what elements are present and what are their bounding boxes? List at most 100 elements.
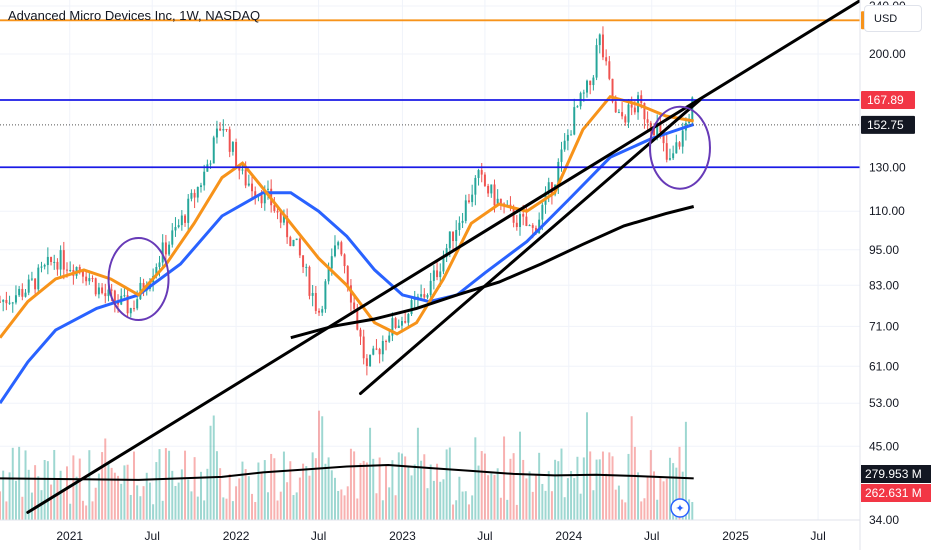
volume-last-label-bg: [861, 484, 931, 502]
volume-bar: [30, 492, 33, 520]
ma-fast-line: [0, 94, 694, 339]
candle-body: [56, 261, 59, 270]
candle-body: [381, 341, 384, 355]
volume-bar: [353, 451, 356, 520]
volume-bar: [174, 485, 177, 520]
volume-bar: [515, 504, 518, 520]
volume-bar: [273, 458, 276, 520]
candle-body: [263, 189, 266, 204]
volume-bar: [605, 473, 608, 520]
volume-bar: [528, 471, 531, 520]
candle-body: [88, 278, 91, 282]
volume-bar: [212, 415, 215, 520]
candle-body: [483, 174, 486, 186]
candle-body: [442, 257, 445, 272]
y-tick-label: 130.00: [869, 160, 906, 174]
annotation-circle: [648, 105, 711, 190]
candle-body: [295, 238, 298, 240]
volume-bar: [24, 450, 27, 520]
volume-bar: [101, 452, 104, 520]
add-alert-button[interactable]: [670, 498, 690, 518]
volume-bar: [656, 499, 659, 520]
volume-bar: [298, 477, 301, 520]
volume-bar: [547, 471, 550, 520]
volume-bar: [206, 468, 209, 520]
candle-body: [318, 310, 321, 313]
volume-bar: [193, 457, 196, 520]
candle-body: [78, 266, 81, 272]
volume-bar: [598, 459, 601, 520]
candle-body: [576, 106, 579, 108]
candle-body: [436, 270, 439, 278]
candle-body: [570, 134, 573, 136]
trendline: [26, 0, 860, 514]
volume-bar: [668, 457, 671, 520]
y-tick-label: 95.00: [869, 243, 899, 257]
volume-bar: [362, 460, 365, 520]
volume-bar: [420, 460, 423, 520]
candle-body: [209, 163, 212, 165]
candle-body: [627, 104, 630, 123]
candle-body: [330, 256, 333, 269]
volume-bar: [171, 470, 174, 520]
volume-bar: [662, 481, 665, 520]
candle-body: [286, 215, 289, 238]
candle-body: [519, 214, 521, 228]
currency-selector[interactable]: USD: [864, 5, 922, 32]
candle-body: [59, 250, 62, 270]
volume-bar: [247, 476, 250, 520]
volume-bar: [512, 453, 515, 520]
volume-bar: [429, 464, 432, 520]
volume-bar: [413, 464, 416, 520]
volume-bar: [279, 491, 282, 520]
plot-area: [0, 0, 860, 520]
price-label: 152.75: [867, 118, 904, 132]
volume-bar: [136, 485, 139, 520]
candle-body: [187, 198, 190, 223]
volume-bar: [50, 484, 53, 520]
ma-slow-line: [290, 205, 695, 340]
volume-bar: [531, 491, 534, 520]
volume-bar: [592, 490, 595, 520]
volume-bar: [410, 475, 413, 520]
candle-body: [407, 314, 410, 323]
candle-body: [46, 256, 49, 266]
volume-bar: [589, 451, 592, 520]
volume-bar: [129, 494, 132, 520]
volume-bar: [133, 451, 135, 520]
candle-body: [586, 80, 588, 93]
candle-body: [311, 292, 314, 296]
candle-body: [531, 225, 534, 228]
volume-bar: [557, 461, 560, 520]
candle-body: [528, 225, 531, 227]
candle-body: [180, 215, 183, 226]
volume-bar: [582, 457, 585, 520]
y-tick-label: 110.00: [869, 204, 905, 218]
candle-body: [107, 289, 110, 297]
candle-body: [66, 269, 68, 271]
candle-body: [110, 289, 113, 291]
candle-body: [369, 354, 372, 367]
candle-body: [691, 97, 694, 121]
candle-body: [439, 271, 442, 278]
candle-body: [279, 212, 282, 223]
candle-body: [196, 187, 199, 198]
candle-body: [0, 301, 1, 303]
candle-body: [643, 103, 646, 120]
candle-body: [24, 292, 27, 297]
volume-bar: [649, 450, 652, 520]
volume-bar: [394, 495, 397, 520]
volume-bar: [11, 447, 14, 520]
candle-body: [53, 261, 56, 263]
volume-bar: [678, 446, 681, 520]
volume-bar: [601, 451, 604, 520]
candle-body: [480, 170, 483, 175]
candle-body: [656, 124, 659, 136]
volume-bar: [196, 496, 199, 520]
candle-body: [420, 294, 423, 297]
candle-body: [385, 341, 388, 343]
volume-bar: [445, 449, 448, 520]
candle-body: [474, 177, 477, 195]
candle-body: [133, 308, 135, 310]
